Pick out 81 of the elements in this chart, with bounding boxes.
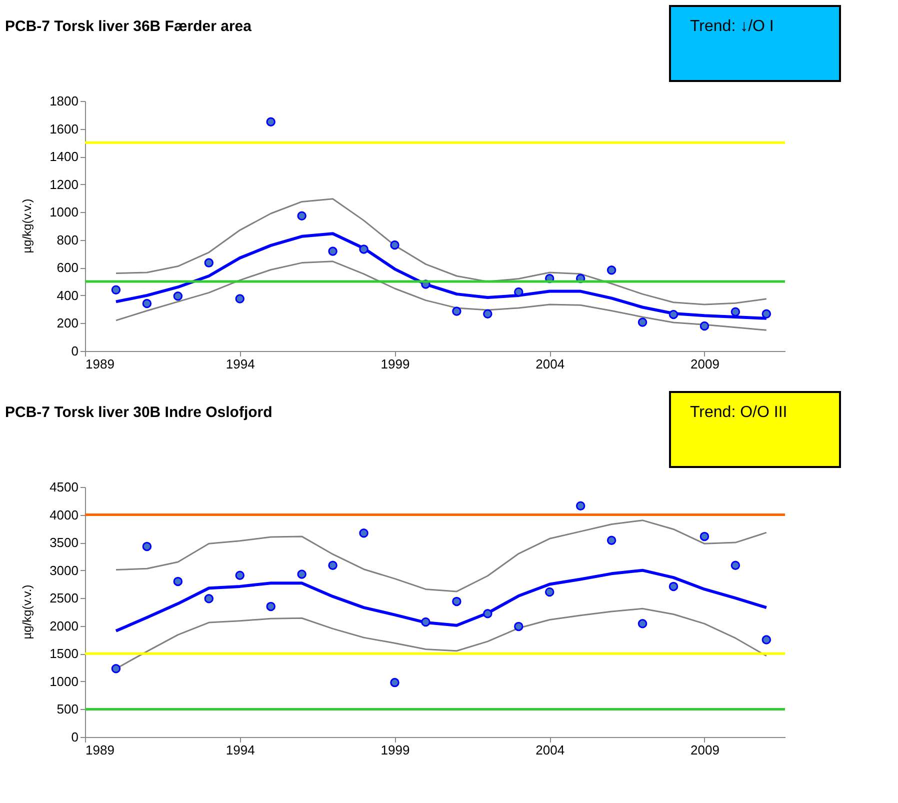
y-tick-label: 1800 — [50, 94, 78, 108]
point — [514, 287, 524, 297]
point — [173, 576, 183, 586]
y-tick-label: 1600 — [50, 121, 78, 136]
point — [700, 321, 710, 331]
y-tick-label: 1500 — [50, 646, 78, 662]
point — [668, 582, 678, 592]
point — [235, 294, 244, 304]
x-tick-label: 1994 — [226, 356, 255, 372]
point — [606, 266, 616, 275]
point — [328, 560, 338, 570]
y-tick-label: 500 — [56, 702, 78, 717]
point — [638, 619, 648, 628]
x-tick-label: 2009 — [690, 356, 720, 372]
point — [730, 307, 740, 316]
point — [390, 678, 400, 688]
point — [204, 258, 214, 268]
y-tick-label: 2000 — [50, 618, 78, 634]
chart-title: PCB-7 Torsk liver 36B Færder area — [5, 18, 252, 35]
y-tick-label: 4000 — [50, 507, 78, 522]
y-tick-label: 0 — [71, 730, 78, 744]
y-tick-label: 3000 — [50, 562, 78, 578]
point — [142, 298, 152, 308]
point — [483, 609, 492, 618]
x-tick-label: 1989 — [86, 356, 114, 372]
y-tick-label: 200 — [56, 316, 78, 331]
y-axis-title: µg/kg(v.v.) — [20, 584, 34, 640]
y-axis-title: µg/kg(v.v.) — [20, 198, 34, 254]
x-tick-label: 2009 — [690, 742, 720, 758]
x-tick-label: 2004 — [536, 742, 565, 758]
point — [111, 664, 121, 674]
y-tick-label: 4500 — [50, 480, 78, 494]
line-series — [115, 198, 768, 306]
point — [421, 617, 430, 627]
point — [359, 244, 368, 254]
text: Trend: O/O III — [690, 404, 788, 421]
point — [297, 211, 306, 220]
y-tick-label: 2500 — [50, 590, 78, 606]
y-tick-label: 1000 — [50, 204, 78, 220]
line-series — [115, 520, 768, 592]
y-tick-label: 1200 — [50, 176, 78, 192]
point — [606, 536, 616, 545]
point — [638, 318, 648, 327]
x-tick-label: 1999 — [380, 742, 410, 758]
point — [297, 570, 306, 579]
chart-title: PCB-7 Torsk liver 30B Indre Oslofjord — [5, 404, 272, 421]
point — [762, 309, 772, 319]
point — [514, 622, 524, 632]
y-tick-label: 3500 — [50, 535, 78, 550]
point — [204, 594, 214, 604]
point — [452, 596, 462, 606]
x-tick-label: 1989 — [86, 742, 114, 758]
y-tick-label: 1000 — [50, 674, 78, 689]
point — [668, 310, 678, 320]
point — [111, 285, 121, 295]
x-tick-label: 2004 — [536, 356, 565, 372]
line-series — [115, 260, 768, 331]
point — [173, 292, 183, 301]
point — [390, 240, 400, 250]
y-tick-label: 400 — [56, 288, 78, 303]
y-tick-label: 800 — [56, 232, 78, 248]
x-tick-label: 1999 — [380, 356, 410, 372]
point — [142, 542, 152, 552]
point — [700, 532, 710, 542]
text: Trend: ↓/O I — [690, 18, 774, 35]
line-series — [114, 568, 768, 632]
point — [483, 309, 492, 319]
y-tick-label: 0 — [71, 344, 78, 358]
y-tick-label: 1400 — [50, 149, 78, 164]
point — [359, 528, 368, 538]
point — [266, 602, 276, 612]
point — [235, 570, 244, 580]
point — [452, 306, 462, 316]
point — [328, 246, 338, 256]
point — [762, 635, 772, 644]
x-tick-label: 1994 — [226, 742, 255, 758]
y-tick-label: 600 — [56, 260, 78, 276]
point — [266, 117, 276, 126]
point — [730, 560, 740, 570]
point — [544, 587, 554, 597]
point — [576, 501, 586, 511]
